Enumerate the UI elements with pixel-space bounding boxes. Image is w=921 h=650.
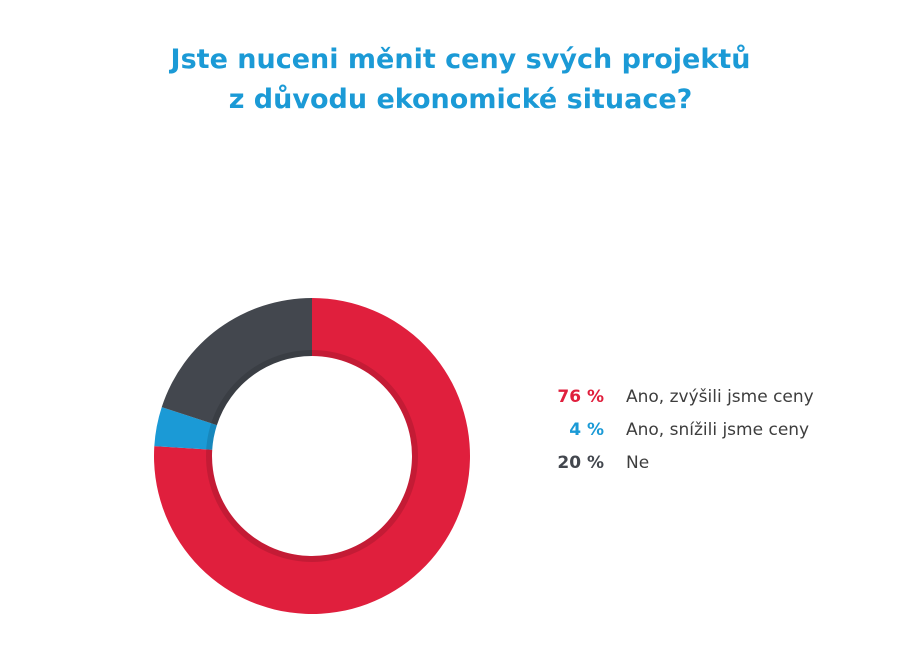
legend-item-snizili: 4 % Ano, snížili jsme ceny (540, 413, 814, 446)
legend-value-zvysili: 76 % (557, 386, 604, 407)
chart-title-line-1: Jste nuceni měnit ceny svých projektů (170, 44, 751, 75)
legend-label-ne: Ne (626, 452, 650, 473)
legend-item-ne: 20 % Ne (540, 446, 814, 479)
chart-title-line-2: z důvodu ekonomické situace? (228, 84, 693, 115)
slice-ne (161, 298, 312, 426)
slice-zvysili (154, 298, 470, 614)
legend-value-ne: 20 % (557, 452, 604, 473)
legend-label-snizili: Ano, snížili jsme ceny (626, 419, 810, 440)
donut-inner-shadow (206, 350, 418, 562)
chart-legend: 76 % Ano, zvýšili jsme ceny 4 % Ano, sní… (540, 380, 814, 479)
donut-slices (154, 298, 470, 614)
chart-title: Jste nuceni měnit ceny svých projektů z … (0, 40, 921, 120)
legend-value-snizili: 4 % (569, 419, 604, 440)
slice-snizili (154, 407, 217, 450)
legend-label-zvysili: Ano, zvýšili jsme ceny (626, 386, 814, 407)
legend-item-zvysili: 76 % Ano, zvýšili jsme ceny (540, 380, 814, 413)
